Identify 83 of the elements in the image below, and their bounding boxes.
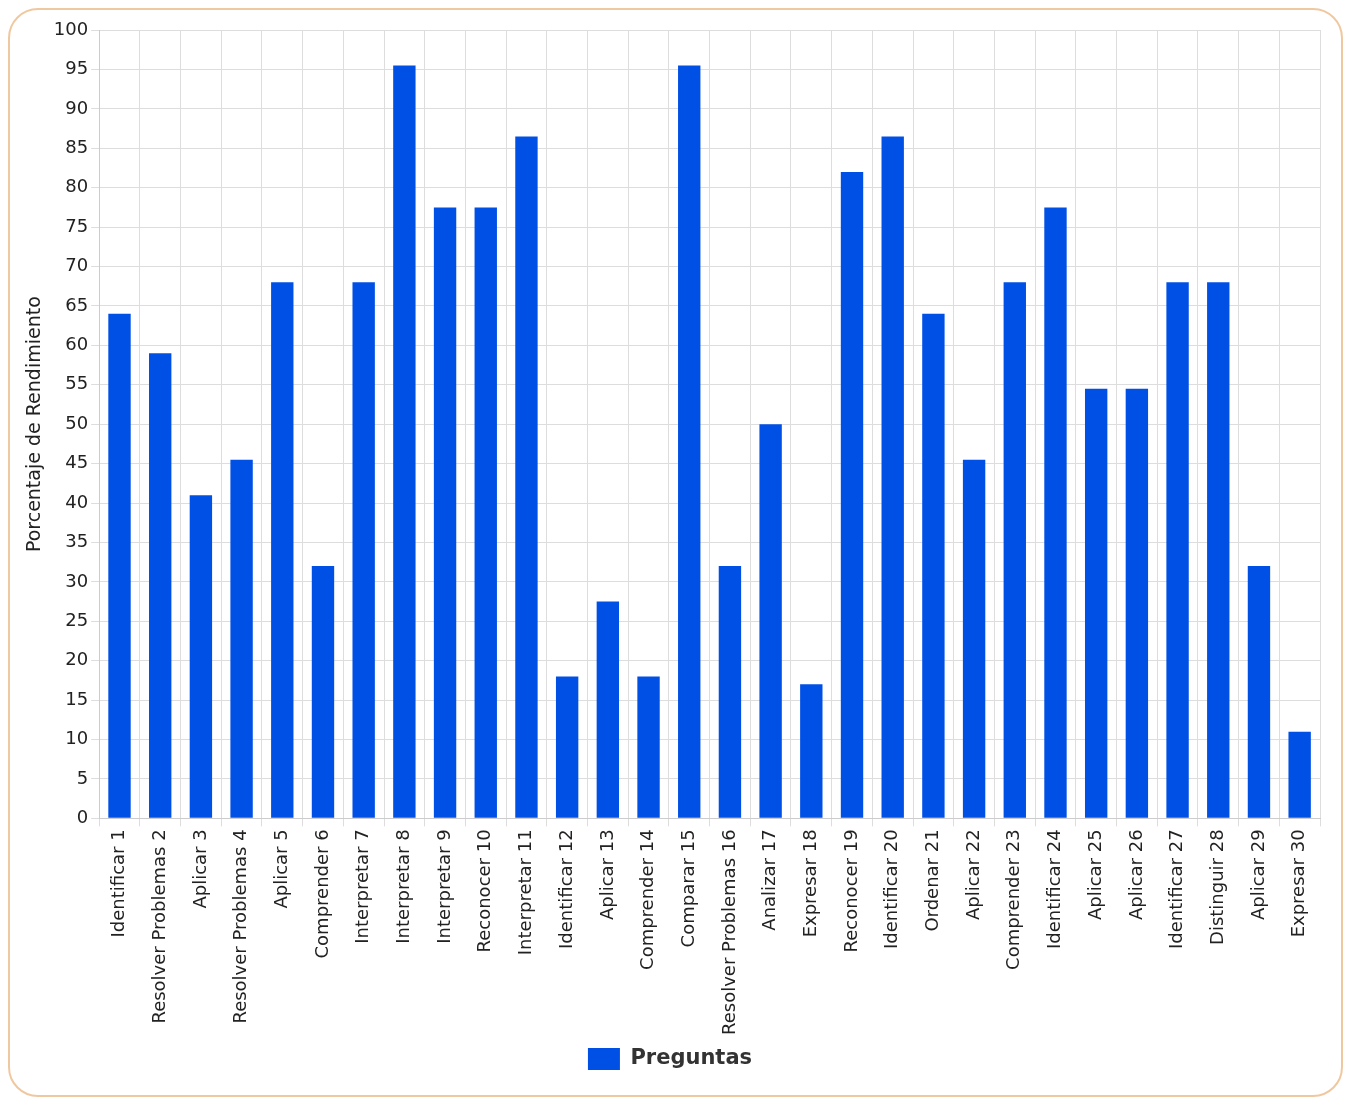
bar	[433, 207, 457, 818]
x-tick-label: Aplicar 5	[269, 829, 291, 909]
y-tick-label: 35	[65, 530, 89, 552]
x-tick-label: Comprender 6	[310, 829, 332, 959]
x-tick-label: Aplicar 25	[1083, 829, 1105, 921]
y-tick-label: 85	[65, 135, 89, 157]
bar	[800, 684, 823, 818]
bar	[271, 282, 294, 818]
bar	[922, 313, 945, 818]
bar	[1125, 388, 1149, 818]
x-tick-label: Reconocer 10	[473, 829, 495, 953]
x-tick-label: Resolver Problemas 16	[717, 829, 739, 1035]
x-tick-label: Interpretar 9	[432, 829, 454, 944]
bar	[352, 282, 375, 818]
bar	[1288, 731, 1311, 818]
y-tick-label: 70	[65, 254, 89, 276]
y-tick-label: 50	[65, 411, 89, 433]
x-tick-label: Aplicar 3	[188, 829, 210, 909]
y-axis-title: Porcentaje de Rendimiento	[22, 296, 45, 553]
x-tick-label: Identificar 12	[554, 829, 576, 949]
bar	[311, 566, 335, 818]
y-tick-label: 90	[65, 96, 89, 118]
x-tick-label: Identificar 1	[107, 829, 129, 938]
x-tick-label: Aplicar 22	[961, 829, 983, 921]
x-tick-label: Expresar 30	[1287, 829, 1309, 938]
bar	[1044, 207, 1067, 818]
y-tick-label: 15	[65, 687, 89, 709]
bar	[1247, 566, 1271, 818]
x-tick-label: Interpretar 8	[392, 829, 414, 944]
y-tick-label: 80	[65, 175, 89, 197]
x-tick-label: Interpretar 11	[514, 829, 536, 956]
y-tick-label: 5	[76, 766, 89, 788]
bar	[840, 171, 864, 818]
bar	[230, 459, 253, 818]
x-tick-label: Ordenar 21	[921, 829, 943, 932]
y-tick-label: 20	[65, 648, 89, 670]
bar	[393, 65, 416, 818]
y-tick-label: 100	[53, 17, 89, 39]
bar	[1003, 282, 1026, 818]
y-tick-label: 45	[65, 451, 89, 473]
y-tick-label: 25	[65, 608, 89, 630]
y-tick-label: 0	[76, 806, 89, 828]
y-tick-label: 30	[65, 569, 89, 591]
bar	[1207, 282, 1230, 818]
y-tick-label: 65	[65, 293, 89, 315]
bar	[596, 601, 620, 818]
x-tick-label: Identificar 20	[880, 829, 902, 949]
legend-label: Preguntas	[630, 1045, 753, 1070]
bar	[678, 65, 701, 818]
x-tick-label: Resolver Problemas 4	[229, 829, 251, 1024]
y-tick-label: 55	[65, 372, 89, 394]
x-tick-label: Comprender 23	[1002, 829, 1024, 970]
bar	[718, 566, 742, 818]
bar	[637, 676, 660, 818]
bar	[1084, 388, 1108, 818]
bar	[189, 495, 213, 818]
x-tick-label: Resolver Problemas 2	[147, 829, 169, 1024]
bar	[555, 676, 579, 818]
x-tick-label: Interpretar 7	[351, 829, 373, 944]
x-tick-label: Distinguir 28	[1205, 829, 1227, 945]
bar	[108, 313, 131, 818]
x-tick-label: Expresar 18	[798, 829, 820, 938]
bar	[881, 136, 904, 818]
y-tick-label: 75	[65, 214, 89, 236]
x-tick-label: Identificar 24	[1043, 829, 1065, 949]
bar	[474, 207, 497, 818]
y-tick-label: 10	[65, 727, 89, 749]
bar	[515, 136, 538, 818]
y-tick-label: 60	[65, 333, 89, 355]
bar	[962, 459, 986, 818]
x-tick-label: Aplicar 13	[595, 829, 617, 921]
x-tick-label: Aplicar 29	[1246, 829, 1268, 921]
bar	[759, 424, 782, 818]
x-tick-label: Identificar 27	[1165, 829, 1187, 949]
x-tick-label: Analizar 17	[758, 829, 780, 931]
x-tick-label: Aplicar 26	[1124, 829, 1146, 921]
y-tick-label: 95	[65, 57, 89, 79]
bar	[149, 353, 172, 818]
bar	[1166, 282, 1189, 818]
x-tick-label: Reconocer 19	[839, 829, 861, 953]
x-tick-label: Comprender 14	[636, 829, 658, 970]
y-tick-label: 40	[65, 490, 89, 512]
x-tick-label: Comparar 15	[676, 829, 698, 948]
